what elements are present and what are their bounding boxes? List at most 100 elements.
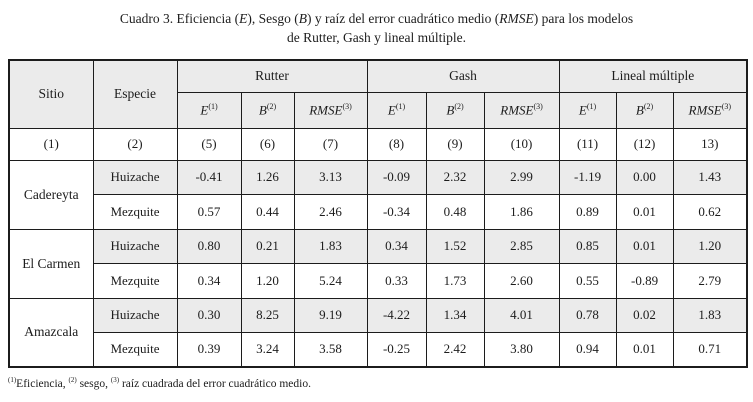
col-header-gash-rmse: RMSE(3) — [483, 91, 560, 129]
data-cell: 3.24 — [240, 331, 295, 368]
data-cell: 4.01 — [483, 297, 560, 333]
data-cell: 0.71 — [672, 331, 748, 368]
data-cell: 2.46 — [293, 193, 368, 230]
col-header-gash-b: B(2) — [425, 91, 485, 129]
table-row: El Carmen Huizache 0.80 0.21 1.83 0.34 1… — [8, 228, 748, 299]
cell-sitio-amazcala: Amazcala — [8, 297, 94, 368]
data-cell: 3.13 — [293, 159, 368, 195]
col-header-sitio: Sitio — [8, 59, 94, 129]
data-cell: -0.89 — [615, 262, 674, 299]
data-cell: 0.01 — [615, 228, 674, 264]
data-cell: 2.42 — [425, 331, 485, 368]
cell-especie: Huizache — [92, 159, 178, 195]
data-cell: 0.80 — [176, 228, 242, 264]
cell-especie: Mezquite — [92, 262, 178, 299]
data-cell: 0.02 — [615, 297, 674, 333]
data-cell: 1.43 — [672, 159, 748, 195]
col-header-lineal-b: B(2) — [615, 91, 674, 129]
cell-especie: Huizache — [92, 228, 178, 264]
data-cell: 9.19 — [293, 297, 368, 333]
data-cell: 0.21 — [240, 228, 295, 264]
cell-especie: Mezquite — [92, 331, 178, 368]
data-cell: -4.22 — [366, 297, 427, 333]
group-header-lineal-multiple: Lineal múltiple — [558, 59, 748, 93]
column-number: (7) — [293, 127, 368, 161]
data-cell: 0.48 — [425, 193, 485, 230]
data-cell: 0.30 — [176, 297, 242, 333]
data-cell: -0.25 — [366, 331, 427, 368]
column-number: (12) — [615, 127, 674, 161]
data-cell: 0.01 — [615, 193, 674, 230]
col-header-rutter-b: B(2) — [240, 91, 295, 129]
col-header-especie: Especie — [92, 59, 178, 129]
caption-text: Cuadro 3. Eficiencia (E), Sesgo (B) y ra… — [119, 11, 634, 26]
group-header-gash: Gash — [366, 59, 560, 93]
caption-text-line2: de Rutter, Gash y lineal múltiple. — [286, 30, 467, 45]
data-cell: 0.44 — [240, 193, 295, 230]
column-number: (2) — [92, 127, 178, 161]
data-cell: 1.26 — [240, 159, 295, 195]
table-footnote: (1)Eficiencia, (2) sesgo, (3) raíz cuadr… — [8, 376, 311, 390]
data-cell: 2.99 — [483, 159, 560, 195]
data-cell: 3.80 — [483, 331, 560, 368]
column-number: (6) — [240, 127, 295, 161]
col-header-rutter-rmse: RMSE(3) — [293, 91, 368, 129]
data-cell: -0.34 — [366, 193, 427, 230]
data-cell: 5.24 — [293, 262, 368, 299]
data-cell: 0.94 — [558, 331, 617, 368]
table-row: Mezquite 0.34 1.20 5.24 0.33 1.73 2.60 0… — [9, 262, 748, 299]
table-row: Mezquite 0.57 0.44 2.46 -0.34 0.48 1.86 … — [9, 193, 748, 230]
data-cell: 1.86 — [483, 193, 560, 230]
column-number: (8) — [366, 127, 427, 161]
data-cell: -0.09 — [366, 159, 427, 195]
table-row: Mezquite 0.39 3.24 3.58 -0.25 2.42 3.80 … — [9, 331, 748, 368]
data-cell: 0.34 — [176, 262, 242, 299]
column-number: (1) — [8, 127, 94, 161]
group-header-rutter: Rutter — [176, 59, 368, 93]
column-number: (9) — [425, 127, 485, 161]
data-cell: 0.62 — [672, 193, 748, 230]
data-cell: 0.89 — [558, 193, 617, 230]
data-cell: 1.52 — [425, 228, 485, 264]
data-cell: 0.39 — [176, 331, 242, 368]
column-number: (10) — [483, 127, 560, 161]
data-cell: 1.20 — [240, 262, 295, 299]
col-header-lineal-e: E(1) — [558, 91, 617, 129]
data-cell: 0.00 — [615, 159, 674, 195]
column-number-row: (1) (2) (5) (6) (7) (8) (9) (10) (11) (1… — [8, 127, 748, 161]
data-cell: 1.83 — [672, 297, 748, 333]
table-caption: Cuadro 3. Eficiencia (E), Sesgo (B) y ra… — [0, 9, 753, 47]
data-cell: 1.34 — [425, 297, 485, 333]
data-cell: 0.85 — [558, 228, 617, 264]
column-number: (5) — [176, 127, 242, 161]
data-cell: 2.79 — [672, 262, 748, 299]
cell-sitio-cadereyta: Cadereyta — [8, 159, 94, 230]
results-table: Sitio Especie Rutter Gash Lineal múltipl… — [8, 59, 749, 368]
data-cell: -0.41 — [176, 159, 242, 195]
col-header-rutter-e: E(1) — [176, 91, 242, 129]
data-cell: 0.34 — [366, 228, 427, 264]
data-cell: 0.55 — [558, 262, 617, 299]
data-cell: 0.57 — [176, 193, 242, 230]
data-cell: 2.32 — [425, 159, 485, 195]
data-cell: -1.19 — [558, 159, 617, 195]
cell-especie: Huizache — [92, 297, 178, 333]
cell-sitio-el-carmen: El Carmen — [8, 228, 94, 299]
data-cell: 0.01 — [615, 331, 674, 368]
data-cell: 1.20 — [672, 228, 748, 264]
data-cell: 2.60 — [483, 262, 560, 299]
table-row: Amazcala Huizache 0.30 8.25 9.19 -4.22 1… — [8, 297, 748, 368]
column-number: 13) — [672, 127, 748, 161]
data-cell: 3.58 — [293, 331, 368, 368]
table-row: Cadereyta Huizache -0.41 1.26 3.13 -0.09… — [8, 159, 748, 230]
cell-especie: Mezquite — [92, 193, 178, 230]
data-cell: 0.33 — [366, 262, 427, 299]
col-header-gash-e: E(1) — [366, 91, 427, 129]
data-cell: 1.73 — [425, 262, 485, 299]
data-cell: 1.83 — [293, 228, 368, 264]
data-cell: 2.85 — [483, 228, 560, 264]
column-number: (11) — [558, 127, 617, 161]
data-cell: 8.25 — [240, 297, 295, 333]
col-header-lineal-rmse: RMSE(3) — [672, 91, 748, 129]
data-cell: 0.78 — [558, 297, 617, 333]
